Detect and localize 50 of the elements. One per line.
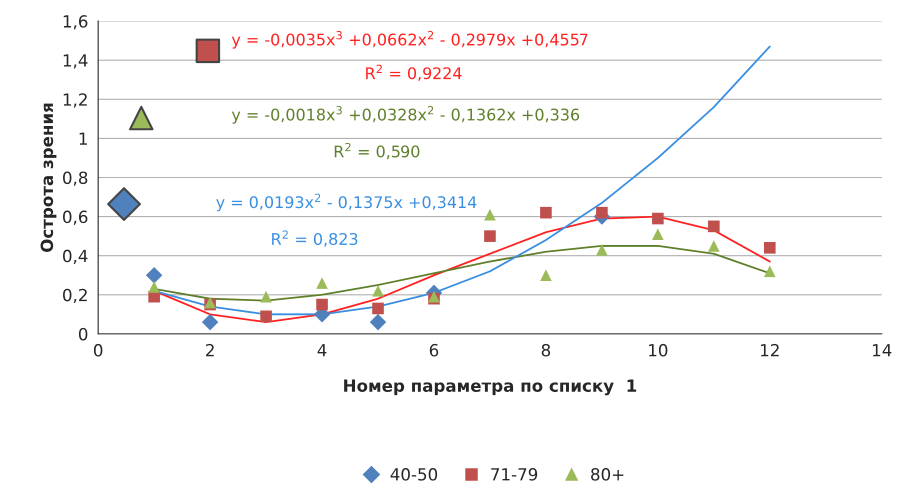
y-tick-label: 1,6 — [64, 15, 88, 30]
annotation: R$^{2}$ = 0,590 — [334, 142, 420, 160]
x-axis-title: Номер параметра по списку 1 — [344, 380, 636, 396]
point — [652, 212, 664, 224]
point — [372, 285, 384, 297]
legend-label: 80+ — [591, 468, 624, 481]
x-tick-label: 8 — [542, 344, 550, 357]
y-tick-label: 0,2 — [63, 288, 87, 304]
annotation: R$^{2}$ = 0,823 — [272, 230, 358, 247]
point — [764, 266, 776, 278]
point — [596, 244, 608, 256]
y-tick-label: 0,6 — [63, 210, 88, 225]
point — [484, 230, 496, 242]
point — [316, 298, 328, 310]
annotation: y = -0,0035x$^{3}$ +0,0662x$^{2}$ - 0,2979x +0,4557 — [232, 30, 588, 49]
x-tick-label: 10 — [649, 344, 668, 357]
y-tick-label: 1,2 — [64, 93, 87, 108]
point — [260, 310, 272, 322]
point — [260, 290, 272, 303]
x-tick-label: 6 — [430, 344, 438, 357]
point — [708, 240, 720, 252]
y-tick-label: 0,4 — [63, 250, 88, 264]
x-tick-label: 14 — [872, 344, 892, 356]
annotation: y = 0,0193x$^{2}$ - 0,1375x +0,3414 — [216, 194, 476, 212]
point — [202, 314, 218, 330]
y-axis-title: Острота зрения — [40, 104, 56, 252]
legend-label: 40-50 — [390, 468, 438, 481]
point — [652, 228, 664, 240]
point — [484, 208, 496, 220]
point — [148, 281, 160, 293]
x-tick-label: 0 — [94, 344, 102, 357]
point — [540, 206, 552, 218]
point — [708, 220, 720, 232]
annotation: y = -0,0018x$^{3}$ +0,0328x$^{2}$ - 0,1362x +0,336 — [232, 106, 580, 124]
y-tick-label: 0 — [78, 328, 88, 340]
point — [540, 269, 552, 282]
y-tick-label: 0,8 — [63, 171, 88, 186]
annotation: R$^{2}$ = 0,9224 — [366, 64, 462, 81]
x-tick-label: 4 — [318, 344, 326, 356]
point — [764, 242, 776, 254]
x-tick-label: 12 — [761, 344, 779, 356]
point — [596, 206, 608, 218]
point — [146, 267, 162, 284]
legend-label: 71-79 — [491, 468, 538, 481]
point — [372, 302, 384, 314]
y-tick-label: 1,4 — [64, 54, 88, 68]
x-tick-label: 2 — [206, 344, 214, 356]
point — [316, 277, 328, 289]
point — [370, 314, 386, 330]
y-tick-label: 1 — [80, 132, 87, 145]
